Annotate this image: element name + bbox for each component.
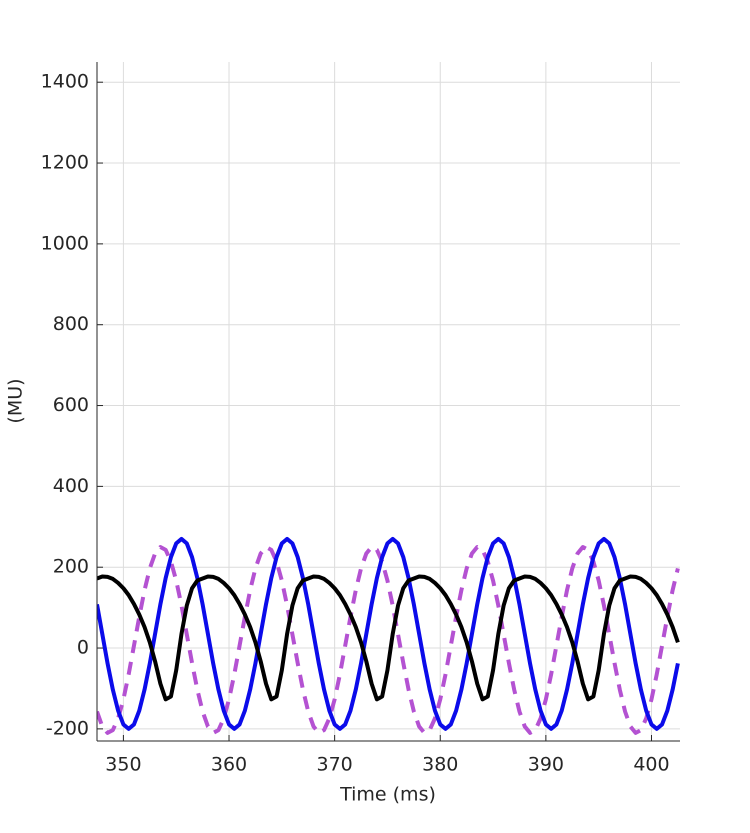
y-tick-label: 0 xyxy=(77,637,89,659)
series-line xyxy=(97,574,680,702)
y-tick-label: 600 xyxy=(53,394,89,416)
x-tick-label: 380 xyxy=(422,754,458,776)
lines xyxy=(97,536,680,735)
x-tick-label: 350 xyxy=(105,754,141,776)
series-line xyxy=(97,545,680,735)
x-tick-label: 400 xyxy=(633,754,669,776)
grid xyxy=(97,62,680,741)
y-tick-label: 200 xyxy=(53,556,89,578)
series-line xyxy=(97,536,680,731)
x-tick-label: 370 xyxy=(317,754,353,776)
axes: 350 360 370 380 390 400 -200 0 200 400 600 800 1000 1… xyxy=(41,62,680,776)
y-tick-label: 1400 xyxy=(41,71,89,93)
y-tick-label: 1200 xyxy=(41,152,89,174)
y-axis-label: (MU) xyxy=(5,378,27,423)
y-tick-label: 400 xyxy=(53,475,89,497)
y-tick-label: 1000 xyxy=(41,232,89,254)
x-tick-label: 390 xyxy=(528,754,564,776)
x-axis-label: Time (ms) xyxy=(339,784,436,806)
x-tick-label: 360 xyxy=(211,754,247,776)
y-tick-label: -200 xyxy=(46,717,89,739)
y-tick-label: 800 xyxy=(53,313,89,335)
